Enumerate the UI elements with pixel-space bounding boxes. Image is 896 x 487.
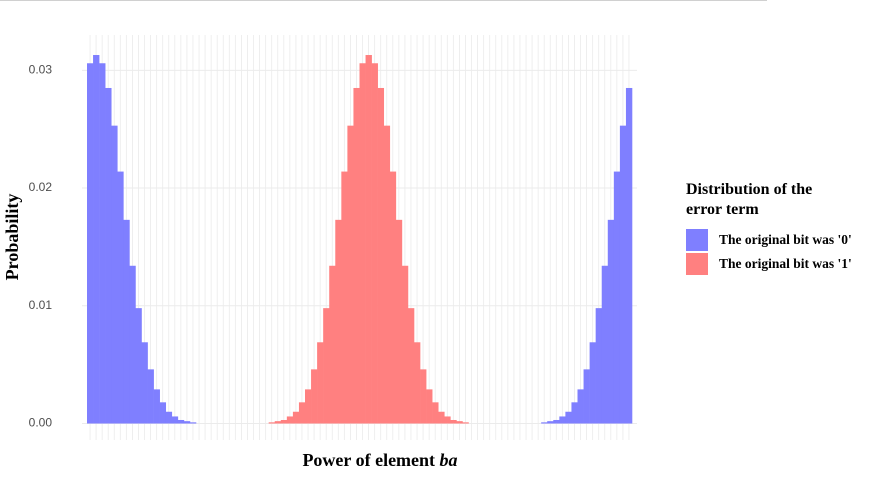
x-axis-title: Power of element ba (302, 450, 457, 470)
bar (426, 389, 433, 424)
bar (395, 219, 403, 424)
bar (541, 422, 548, 424)
bar (383, 125, 391, 424)
bar (619, 125, 627, 424)
bar (559, 416, 566, 424)
bar (93, 55, 100, 424)
bar (341, 171, 348, 424)
bar (365, 55, 372, 424)
bar (311, 369, 318, 424)
bar (189, 422, 197, 424)
bar (305, 389, 312, 424)
bar (99, 63, 106, 424)
bar (117, 171, 124, 424)
bar (268, 422, 276, 424)
bar (607, 219, 615, 424)
bar (401, 265, 409, 424)
bar (625, 87, 633, 424)
y-tick-label: 0.01 (29, 298, 53, 312)
bar (547, 421, 554, 424)
bar (565, 411, 572, 424)
bar (159, 402, 167, 424)
ticks: 0.00 0.01 0.02 0.03 (29, 62, 53, 429)
bar (407, 308, 415, 424)
legend-key (686, 253, 708, 275)
bar (432, 402, 439, 424)
bar (171, 416, 179, 424)
x-axis-title-text: Power of element (302, 450, 435, 470)
bar (577, 389, 584, 424)
bar (613, 171, 621, 424)
bar (274, 421, 282, 424)
bar (147, 369, 154, 424)
bar (444, 416, 451, 424)
y-axis-title: Probability (2, 194, 22, 281)
legend-label: The original bit was '1' (719, 256, 852, 271)
bar (462, 422, 469, 424)
legend: Distribution of the error term The origi… (686, 180, 886, 276)
legend-item: The original bit was '0' (686, 228, 886, 252)
bar (323, 308, 330, 424)
bar (105, 87, 112, 424)
bars (87, 55, 633, 424)
y-tick-label: 0.03 (29, 62, 53, 76)
bar (553, 419, 560, 424)
bar (389, 171, 397, 424)
bar (420, 369, 427, 424)
bar (595, 308, 603, 424)
bar (583, 369, 590, 424)
bar (123, 219, 130, 424)
bar (280, 419, 288, 424)
bar (456, 421, 463, 424)
bar (183, 421, 191, 424)
bar (601, 265, 609, 424)
bar (153, 389, 160, 424)
legend-key (686, 229, 708, 251)
bar (450, 419, 457, 424)
bar (87, 63, 94, 424)
bar (329, 265, 336, 424)
bar (359, 63, 366, 424)
bar (317, 342, 324, 424)
bar (353, 87, 360, 424)
bar (165, 411, 173, 424)
bar (298, 402, 306, 424)
legend-title: Distribution of the error term (686, 181, 813, 218)
bar (589, 342, 596, 424)
legend-label: The original bit was '0' (719, 232, 852, 247)
bar (438, 411, 445, 424)
y-tick-label: 0.00 (29, 416, 53, 430)
y-tick-label: 0.02 (29, 180, 53, 194)
bar (377, 87, 385, 424)
bar (111, 125, 118, 424)
bar (286, 416, 294, 424)
bar (129, 265, 136, 424)
x-axis-title-italic: ba (440, 450, 458, 470)
bar (414, 342, 421, 424)
bar (141, 342, 148, 424)
bar (347, 125, 354, 424)
bar (135, 308, 142, 424)
legend-item: The original bit was '1' (686, 252, 886, 276)
bar (335, 219, 342, 424)
bar (571, 402, 578, 424)
bar (177, 419, 185, 424)
bar (292, 411, 300, 424)
bar (371, 63, 378, 424)
